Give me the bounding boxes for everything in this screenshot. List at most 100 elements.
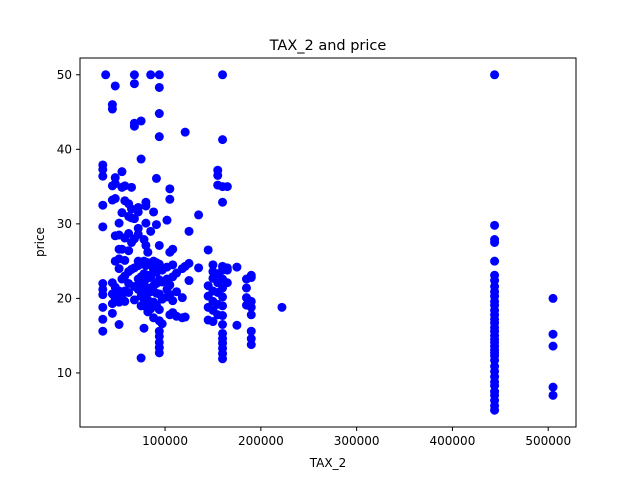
data-point bbox=[136, 154, 146, 164]
data-point bbox=[114, 264, 124, 274]
data-point bbox=[98, 302, 108, 312]
data-point bbox=[98, 314, 108, 324]
data-point bbox=[129, 70, 139, 80]
data-point bbox=[168, 260, 178, 270]
data-point bbox=[548, 382, 558, 392]
data-point bbox=[232, 320, 242, 330]
y-tick-label: 50 bbox=[57, 68, 72, 82]
data-point bbox=[165, 280, 175, 290]
data-point bbox=[117, 167, 127, 177]
data-point bbox=[548, 341, 558, 351]
x-tick-label: 100000 bbox=[142, 434, 188, 448]
y-tick-label: 40 bbox=[57, 142, 72, 156]
data-point bbox=[548, 390, 558, 400]
data-point bbox=[154, 109, 164, 119]
data-point bbox=[162, 215, 172, 225]
data-point bbox=[208, 260, 218, 270]
data-point bbox=[218, 197, 228, 207]
data-point bbox=[172, 287, 182, 297]
data-point bbox=[213, 165, 223, 175]
data-point bbox=[165, 194, 175, 204]
data-point bbox=[127, 204, 137, 214]
data-point bbox=[277, 302, 287, 312]
data-point bbox=[157, 319, 167, 329]
data-point bbox=[241, 283, 251, 293]
data-point bbox=[154, 305, 164, 315]
data-point bbox=[124, 246, 134, 256]
data-point bbox=[218, 320, 228, 329]
data-point bbox=[218, 70, 228, 80]
data-point bbox=[117, 208, 127, 218]
data-point bbox=[154, 70, 164, 80]
data-point bbox=[154, 326, 164, 336]
data-point bbox=[151, 220, 161, 230]
data-point bbox=[114, 320, 124, 329]
data-point bbox=[98, 171, 108, 181]
data-point bbox=[218, 328, 228, 338]
data-point bbox=[490, 220, 500, 230]
data-point bbox=[98, 279, 108, 288]
data-points bbox=[98, 70, 558, 415]
x-tick-label: 400000 bbox=[430, 434, 476, 448]
data-point bbox=[133, 223, 143, 233]
data-point bbox=[222, 278, 232, 288]
data-point bbox=[490, 270, 500, 280]
data-point bbox=[490, 235, 500, 245]
data-point bbox=[203, 245, 213, 255]
chart-title: TAX_2 and price bbox=[269, 38, 387, 54]
data-point bbox=[154, 82, 164, 92]
data-point bbox=[110, 173, 120, 183]
data-point bbox=[151, 173, 161, 183]
data-point bbox=[149, 207, 159, 217]
data-point bbox=[184, 226, 194, 236]
data-point bbox=[110, 81, 120, 91]
data-point bbox=[127, 182, 137, 192]
x-tick-label: 200000 bbox=[238, 434, 284, 448]
data-point bbox=[222, 182, 232, 192]
y-tick-label: 10 bbox=[57, 366, 72, 380]
data-point bbox=[168, 296, 178, 306]
y-axis-ticks: 10 20 30 40 50 bbox=[57, 68, 80, 380]
data-point bbox=[98, 160, 108, 170]
data-point bbox=[117, 244, 127, 254]
data-point bbox=[246, 310, 256, 320]
data-point bbox=[146, 70, 156, 80]
x-tick-label: 300000 bbox=[334, 434, 380, 448]
data-point bbox=[107, 100, 117, 110]
data-point bbox=[154, 132, 164, 142]
data-point bbox=[184, 276, 194, 286]
data-point bbox=[218, 292, 228, 302]
data-point bbox=[141, 197, 151, 207]
data-point bbox=[208, 317, 218, 327]
data-point bbox=[101, 70, 111, 80]
data-point bbox=[246, 334, 256, 344]
plot-frame bbox=[79, 57, 577, 428]
x-axis-ticks: 100000 200000 300000 400000 500000 bbox=[142, 427, 571, 448]
data-point bbox=[124, 229, 134, 239]
data-point bbox=[129, 295, 139, 305]
data-point bbox=[146, 273, 156, 283]
data-point bbox=[133, 202, 143, 212]
data-point bbox=[120, 296, 130, 306]
y-axis-label: price bbox=[33, 227, 47, 257]
data-point bbox=[107, 308, 117, 318]
data-point bbox=[165, 184, 175, 194]
y-tick-label: 30 bbox=[57, 217, 72, 231]
data-point bbox=[232, 262, 242, 272]
data-point bbox=[218, 311, 228, 321]
data-point bbox=[246, 296, 256, 306]
data-point bbox=[139, 323, 149, 333]
data-point bbox=[168, 244, 178, 254]
data-point bbox=[120, 255, 130, 265]
data-point bbox=[177, 293, 187, 303]
data-point bbox=[124, 287, 134, 297]
data-point bbox=[146, 226, 156, 236]
x-axis-label: TAX_2 bbox=[309, 456, 346, 470]
data-point bbox=[136, 116, 146, 126]
data-point bbox=[180, 127, 190, 137]
data-point bbox=[222, 263, 232, 273]
data-point bbox=[194, 210, 204, 220]
data-point bbox=[110, 194, 120, 204]
data-point bbox=[184, 258, 194, 268]
plot-area bbox=[80, 58, 576, 427]
